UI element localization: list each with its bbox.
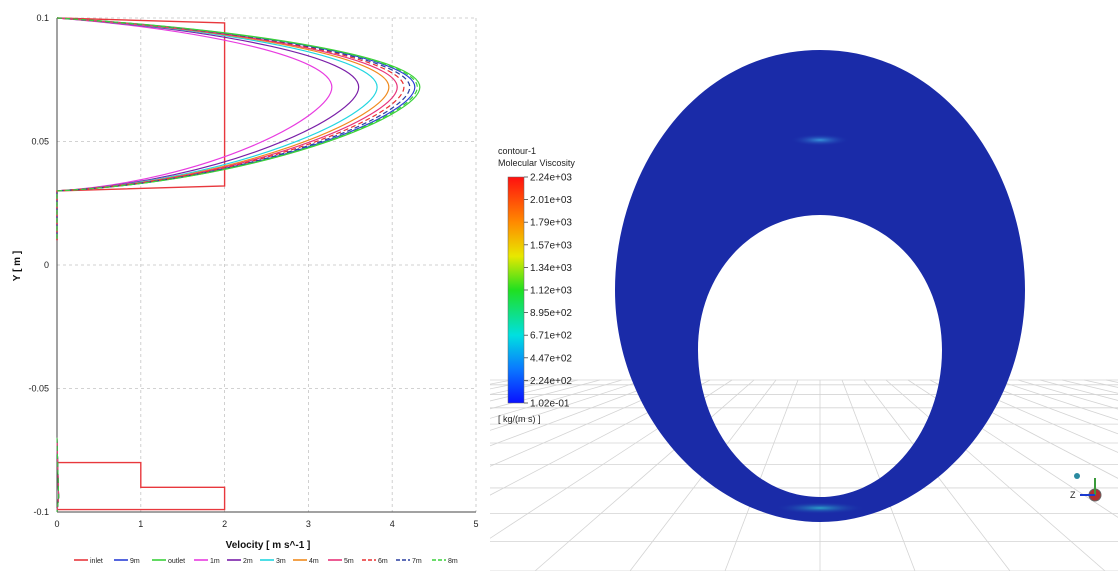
x-tick-label: 0 bbox=[54, 519, 59, 529]
colorbar-level: 8.95e+02 bbox=[530, 308, 572, 319]
contour-view: contour-1 Molecular Viscosity 2.24e+032.… bbox=[490, 50, 1118, 571]
hotspot-bottom bbox=[775, 502, 865, 514]
series-8m bbox=[56, 17, 418, 241]
colorbar-level: 6.71e+02 bbox=[530, 331, 572, 342]
colorbar bbox=[507, 176, 525, 404]
floor-grid-line bbox=[1017, 379, 1118, 410]
series-1m bbox=[56, 17, 333, 241]
legend-label: 6m bbox=[378, 558, 388, 565]
legend-label: outlet bbox=[168, 558, 185, 565]
legend-label: 1m bbox=[210, 558, 220, 565]
colorbar-level: 1.12e+03 bbox=[530, 286, 572, 297]
colorbar-level: 1.02e-01 bbox=[530, 399, 570, 410]
contour-variable: Molecular Viscosity bbox=[498, 158, 575, 168]
y-tick-label: 0.05 bbox=[31, 137, 49, 147]
floor-grid-line bbox=[995, 379, 1118, 421]
y-tick-label: 0 bbox=[44, 260, 49, 270]
floor-grid-line bbox=[490, 379, 623, 419]
series-3m bbox=[56, 17, 378, 241]
floor-grid-line bbox=[724, 379, 799, 571]
series-inlet-upper bbox=[56, 17, 226, 192]
axis-triad: Z bbox=[1070, 473, 1102, 502]
floor-grid-line bbox=[841, 379, 916, 571]
legend-label: 3m bbox=[276, 558, 286, 565]
series-outlet bbox=[56, 17, 421, 241]
floor-grid-line bbox=[534, 379, 755, 571]
legend-label: inlet bbox=[90, 558, 103, 565]
colorbar-level: 2.24e+03 bbox=[530, 173, 572, 184]
colorbar-level: 2.24e+02 bbox=[530, 376, 572, 387]
legend-label: 9m bbox=[130, 558, 140, 565]
floor-grid-line bbox=[1061, 379, 1118, 394]
x-tick-label: 5 bbox=[473, 519, 478, 529]
series-inlet-lower bbox=[57, 461, 226, 511]
series-4m bbox=[56, 17, 390, 241]
x-axis-label: Velocity [ m s^-1 ] bbox=[226, 540, 311, 551]
series-8m-lower bbox=[56, 437, 60, 513]
floor-grid-line bbox=[490, 379, 513, 385]
colorbar-level: 1.57e+03 bbox=[530, 240, 572, 251]
floor-grid bbox=[490, 379, 1118, 571]
y-axis-label: Y [ m ] bbox=[12, 251, 23, 281]
floor-grid-line bbox=[973, 379, 1118, 435]
legend-label: 2m bbox=[243, 558, 253, 565]
colorbar-level: 1.79e+03 bbox=[530, 218, 572, 229]
floor-grid-line bbox=[490, 379, 645, 431]
colorbar-labels: 2.24e+03 2.01e+03 1.79e+03 1.57e+03 1.34e+03… bbox=[524, 173, 572, 410]
x-tick-label: 1 bbox=[138, 519, 143, 529]
colorbar-level: 2.01e+03 bbox=[530, 195, 572, 206]
y-tick-label: -0.05 bbox=[28, 384, 49, 394]
colorbar-unit: [ kg/(m s) ] bbox=[498, 414, 541, 424]
series-2m bbox=[56, 17, 360, 241]
hotspot-top bbox=[790, 134, 850, 146]
floor-grid-line bbox=[490, 379, 689, 467]
axes bbox=[56, 18, 476, 513]
legend-label: 5m bbox=[344, 558, 354, 565]
x-tick-label: 2 bbox=[222, 519, 227, 529]
colorbar-level: 4.47e+02 bbox=[530, 353, 572, 364]
viscosity-ring bbox=[615, 50, 1025, 522]
legend-label: 7m bbox=[412, 558, 422, 565]
y-tick-label: 0.1 bbox=[36, 13, 49, 23]
velocity-profile-chart: 0.1 0.05 0 -0.05 -0.1 0 1 2 3 4 5 Velocity [ m s^… bbox=[12, 13, 479, 565]
series-6m bbox=[56, 17, 405, 241]
colorbar-level: 1.34e+03 bbox=[530, 263, 572, 274]
legend-label: 4m bbox=[309, 558, 319, 565]
y-tick-labels: 0.1 0.05 0 -0.05 -0.1 bbox=[28, 13, 49, 517]
triad-y-icon bbox=[1074, 473, 1080, 479]
triad-z-label: Z bbox=[1070, 490, 1076, 500]
x-tick-label: 4 bbox=[390, 519, 395, 529]
y-tick-label: -0.1 bbox=[33, 507, 49, 517]
x-tick-label: 3 bbox=[306, 519, 311, 529]
legend-label: 8m bbox=[448, 558, 458, 565]
floor-grid-line bbox=[885, 379, 1106, 571]
floor-grid-line bbox=[951, 379, 1118, 453]
velocity-series bbox=[56, 17, 421, 513]
floor-grid-line bbox=[490, 379, 667, 447]
x-tick-labels: 0 1 2 3 4 5 bbox=[54, 519, 478, 529]
legend: inlet 9m outlet 1m 2m 3m 4m 5m 6m 7m 8m bbox=[74, 558, 458, 565]
contour-name: contour-1 bbox=[498, 146, 536, 156]
